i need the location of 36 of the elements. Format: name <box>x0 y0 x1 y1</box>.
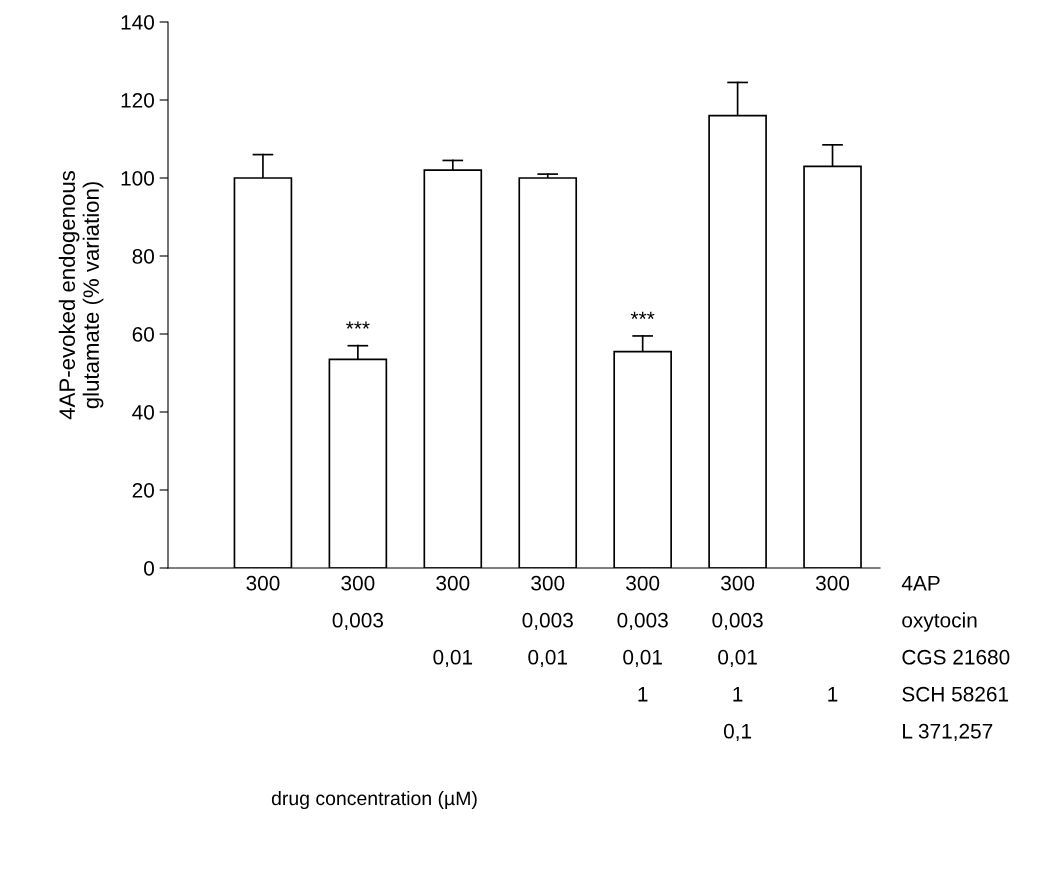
y-tick-label: 140 <box>121 15 154 30</box>
text: drug concentration (µM) <box>271 790 477 810</box>
text: 0,01 <box>528 649 567 668</box>
text: 300 <box>815 575 850 591</box>
y-tick-label: 40 <box>132 405 154 420</box>
category-label: 4AP <box>901 576 940 591</box>
y-tick-label: 0 <box>144 561 154 576</box>
y-tick-label: 120 <box>121 93 154 108</box>
data-label: *** <box>630 311 655 320</box>
y-tick-label: 100 <box>121 171 154 186</box>
text: 1 <box>733 687 743 702</box>
text: 1 <box>638 687 648 702</box>
category-label: L 371,257 <box>903 723 993 742</box>
text: 300 <box>721 575 755 591</box>
text: 0,01 <box>433 649 473 668</box>
category-label: oxytocin <box>902 612 977 632</box>
text: 300 <box>531 575 565 591</box>
text: 0,01 <box>718 649 757 668</box>
y-axis-title: 4AP-evoked endogenous glutamate (% variation) <box>58 171 104 420</box>
text: 0,003 <box>617 612 668 631</box>
text: 300 <box>436 575 470 591</box>
text: 300 <box>246 575 280 591</box>
text: 0,003 <box>712 612 763 631</box>
category-label: CGS 21680 <box>902 649 1010 665</box>
category-label: SCH 58261 <box>902 686 1009 702</box>
text: 300 <box>626 575 660 591</box>
text: 0,003 <box>522 612 573 631</box>
text: 1 <box>828 687 838 702</box>
y-tick-label: 20 <box>132 483 154 498</box>
data-label: *** <box>346 321 370 329</box>
text: 0,1 <box>723 723 752 742</box>
y-tick-label: 60 <box>132 327 154 342</box>
text: 300 <box>341 575 375 591</box>
y-tick-label: 80 <box>132 249 154 264</box>
text: 0,003 <box>332 612 384 631</box>
text: 0,01 <box>623 649 662 668</box>
